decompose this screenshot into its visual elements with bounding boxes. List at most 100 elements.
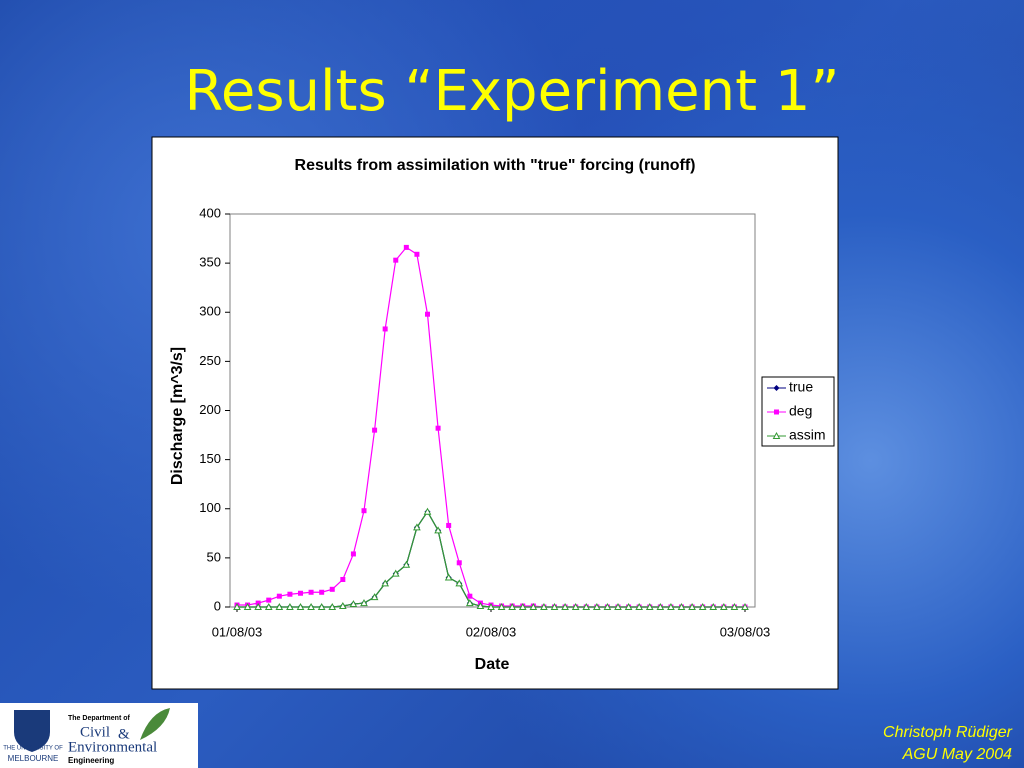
y-tick-label: 400	[199, 205, 221, 220]
point-marker	[467, 593, 473, 599]
point-marker	[370, 593, 379, 601]
logo-text: Civil	[80, 724, 110, 740]
event: AGU May 2004	[902, 746, 1012, 763]
point-marker	[317, 602, 326, 610]
point-marker	[307, 602, 315, 610]
y-tick-label: 100	[199, 500, 221, 515]
point-marker	[561, 602, 569, 610]
point-marker	[624, 602, 633, 610]
point-marker	[635, 602, 644, 610]
x-tick-label: 03/08/03	[720, 624, 771, 639]
point-marker	[423, 507, 432, 515]
point-marker	[645, 602, 654, 610]
point-marker	[435, 425, 441, 431]
slide-title: Results “Experiment 1”	[184, 59, 839, 124]
point-marker	[391, 569, 400, 577]
point-marker	[360, 599, 368, 607]
point-marker	[296, 602, 305, 610]
point-marker	[476, 601, 485, 610]
point-marker	[382, 326, 388, 332]
point-marker	[550, 602, 559, 610]
point-marker	[730, 602, 739, 610]
point-marker	[319, 589, 325, 595]
logo-text: THE UNIVERSITY OF	[3, 746, 63, 752]
logo-text: MELBOURNE	[8, 754, 59, 763]
point-marker	[403, 244, 409, 250]
point-marker	[719, 602, 728, 610]
logo-text: Engineering	[68, 756, 114, 765]
legend-marker	[772, 431, 781, 439]
point-marker	[328, 602, 337, 610]
point-marker	[518, 602, 527, 610]
y-tick-label: 150	[199, 451, 221, 466]
point-marker	[233, 602, 241, 610]
point-marker	[529, 602, 538, 610]
point-marker	[308, 589, 314, 595]
point-marker	[571, 602, 580, 610]
point-marker	[455, 579, 464, 587]
point-marker	[446, 522, 452, 528]
y-axis-label: Discharge [m^3/s]	[169, 347, 186, 485]
point-marker	[254, 602, 263, 610]
point-marker	[709, 602, 718, 610]
logo-leaf	[140, 708, 170, 740]
x-axis-label: Date	[475, 656, 510, 673]
plot-area	[229, 213, 756, 608]
point-marker	[465, 599, 474, 607]
point-marker	[243, 602, 252, 610]
x-tick-label: 02/08/03	[466, 624, 517, 639]
point-marker	[677, 602, 686, 610]
point-marker	[508, 602, 517, 610]
point-marker	[393, 257, 399, 263]
point-marker	[350, 551, 356, 557]
point-marker	[487, 602, 495, 610]
legend-marker	[774, 409, 779, 415]
logo-text: The Department of	[68, 715, 131, 722]
point-marker	[340, 576, 346, 582]
point-marker	[381, 579, 390, 587]
y-tick-label: 250	[199, 353, 221, 368]
point-marker	[656, 602, 665, 610]
point-marker	[298, 590, 303, 596]
y-tick-label: 300	[199, 304, 221, 319]
legend-label: assim	[789, 427, 826, 443]
point-marker	[338, 601, 347, 610]
chart-title: Results from assimilation with "true" fo…	[295, 157, 696, 174]
legend-marker	[773, 385, 780, 391]
point-marker	[349, 600, 358, 608]
point-marker	[603, 602, 612, 610]
point-marker	[276, 593, 282, 599]
legend-label: deg	[789, 403, 812, 419]
point-marker	[414, 251, 420, 257]
y-tick-label: 200	[199, 402, 221, 417]
y-tick-label: 350	[199, 255, 221, 270]
point-marker	[266, 597, 272, 603]
logo-shield	[14, 710, 50, 752]
point-marker	[614, 602, 622, 610]
point-marker	[425, 311, 430, 317]
point-marker	[361, 508, 367, 514]
point-marker	[592, 602, 601, 610]
point-marker	[329, 586, 335, 592]
point-marker	[540, 602, 548, 610]
point-marker	[497, 602, 506, 610]
point-marker	[688, 602, 696, 610]
point-marker	[413, 523, 421, 531]
point-marker	[582, 602, 591, 610]
logo-text: Environmental	[68, 739, 157, 755]
point-marker	[741, 602, 749, 610]
point-marker	[286, 602, 294, 610]
point-marker	[402, 560, 411, 568]
point-marker	[444, 573, 453, 581]
y-tick-label: 50	[207, 549, 221, 564]
point-marker	[372, 427, 378, 433]
point-marker	[456, 560, 462, 566]
x-tick-label: 01/08/03	[212, 624, 263, 639]
point-marker	[264, 602, 273, 610]
point-marker	[698, 602, 707, 610]
point-marker	[667, 602, 675, 610]
logo-text: &	[118, 726, 130, 742]
point-marker	[434, 526, 442, 534]
author: Christoph Rüdiger	[883, 724, 1013, 741]
